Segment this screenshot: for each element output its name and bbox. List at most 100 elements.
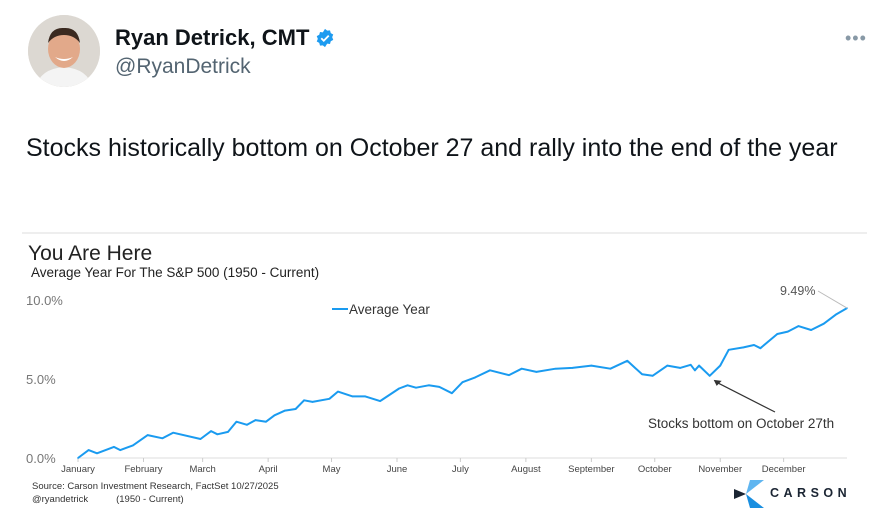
data-point xyxy=(119,449,122,451)
more-horizontal-icon[interactable]: ••• xyxy=(845,28,867,48)
data-point xyxy=(666,364,669,367)
data-point xyxy=(776,333,779,335)
data-point xyxy=(364,395,367,398)
arrowhead xyxy=(713,379,722,386)
x-tick-label: June xyxy=(387,464,408,475)
data-point xyxy=(328,397,331,400)
data-point xyxy=(303,399,305,402)
chart-source: Source: Carson Investment Research, Fact… xyxy=(32,481,279,492)
data-point xyxy=(571,367,574,369)
data-point xyxy=(265,420,267,423)
x-tick-label: May xyxy=(323,464,341,475)
data-point xyxy=(227,431,229,433)
data-point xyxy=(810,329,812,331)
carson-logo-icon xyxy=(734,480,764,508)
chart-subtitle: Average Year For The S&P 500 (1950 - Cur… xyxy=(31,265,320,280)
data-point xyxy=(679,367,681,369)
data-point xyxy=(379,400,381,402)
data-point xyxy=(489,369,491,372)
data-point xyxy=(797,325,800,327)
x-tick-label: September xyxy=(568,464,614,475)
end-label-leader xyxy=(817,290,848,309)
x-tick-label: August xyxy=(511,464,541,475)
data-point xyxy=(427,384,430,387)
data-point xyxy=(689,363,692,366)
data-point xyxy=(337,390,339,393)
data-point xyxy=(161,437,164,440)
display-name[interactable]: Ryan Detrick, CMT xyxy=(115,25,335,51)
tweet-text: Stocks historically bottom on October 27… xyxy=(26,134,838,162)
data-point xyxy=(520,367,523,370)
chart-title: You Are Here xyxy=(28,242,153,265)
avatar[interactable] xyxy=(28,15,100,87)
series-line-average-year xyxy=(77,307,848,459)
data-point xyxy=(554,367,557,370)
x-tick-label: March xyxy=(189,464,215,475)
data-point xyxy=(694,369,696,372)
data-point xyxy=(626,360,629,362)
data-point xyxy=(172,431,174,434)
data-point xyxy=(132,444,134,447)
x-tick-label: April xyxy=(259,464,278,475)
bottom-annotation: Stocks bottom on October 27th xyxy=(648,416,834,431)
data-point xyxy=(254,419,257,421)
data-point xyxy=(609,367,612,370)
data-point xyxy=(406,384,409,387)
data-point xyxy=(508,374,510,376)
legend-label: Average Year xyxy=(349,302,430,317)
data-point xyxy=(708,375,711,377)
data-point xyxy=(351,395,354,398)
data-point xyxy=(474,376,476,379)
user-handle[interactable]: @RyanDetrick xyxy=(115,55,251,78)
data-point xyxy=(641,373,643,376)
chart-credit: @ryandetrick (1950 - Current) xyxy=(32,494,184,505)
data-point xyxy=(759,347,762,349)
line-chart: 0.0% 5.0% 10.0% January February March April Ma… xyxy=(26,284,848,475)
data-point xyxy=(146,434,149,436)
data-point xyxy=(742,346,745,349)
data-point xyxy=(235,420,238,423)
data-point xyxy=(210,430,212,432)
data-point xyxy=(311,401,314,403)
data-point xyxy=(398,387,400,390)
y-tick-label: 10.0% xyxy=(26,293,63,308)
profile-photo-icon xyxy=(28,15,100,87)
data-point xyxy=(590,364,593,367)
credit-range: (1950 - Current) xyxy=(116,494,184,505)
x-tick-label: December xyxy=(762,464,806,475)
annotation-arrow xyxy=(715,381,776,413)
data-point xyxy=(199,438,202,440)
y-tick-label: 5.0% xyxy=(26,372,56,387)
data-point xyxy=(787,330,789,333)
data-point xyxy=(273,414,276,417)
data-point xyxy=(77,457,79,459)
data-point xyxy=(651,375,654,377)
data-point xyxy=(835,313,838,316)
x-tick-label: February xyxy=(124,464,162,475)
x-tick-label: October xyxy=(638,464,672,475)
data-point xyxy=(294,408,297,410)
x-tick-label: July xyxy=(452,464,469,475)
carson-brand: CARSON xyxy=(770,486,852,500)
chart-image[interactable]: 0.0% 5.0% 10.0% January February March April Ma… xyxy=(22,232,867,514)
credit-handle: @ryandetrick xyxy=(32,494,89,505)
data-point xyxy=(822,322,825,325)
data-point xyxy=(698,364,700,367)
data-point xyxy=(96,452,98,455)
data-point xyxy=(438,386,441,388)
data-point xyxy=(87,449,90,451)
data-point xyxy=(727,348,730,351)
data-point xyxy=(451,392,453,395)
y-tick-label: 0.0% xyxy=(26,451,56,466)
data-point xyxy=(753,344,755,346)
x-tick-label: January xyxy=(61,464,95,475)
data-point xyxy=(719,364,722,367)
data-point xyxy=(246,424,248,426)
end-value-label: 9.49% xyxy=(780,284,815,298)
x-tick-label: November xyxy=(698,464,742,475)
data-point xyxy=(284,409,286,412)
data-point xyxy=(113,446,115,448)
data-point xyxy=(535,371,538,373)
data-point xyxy=(216,433,219,436)
data-point xyxy=(461,381,464,383)
